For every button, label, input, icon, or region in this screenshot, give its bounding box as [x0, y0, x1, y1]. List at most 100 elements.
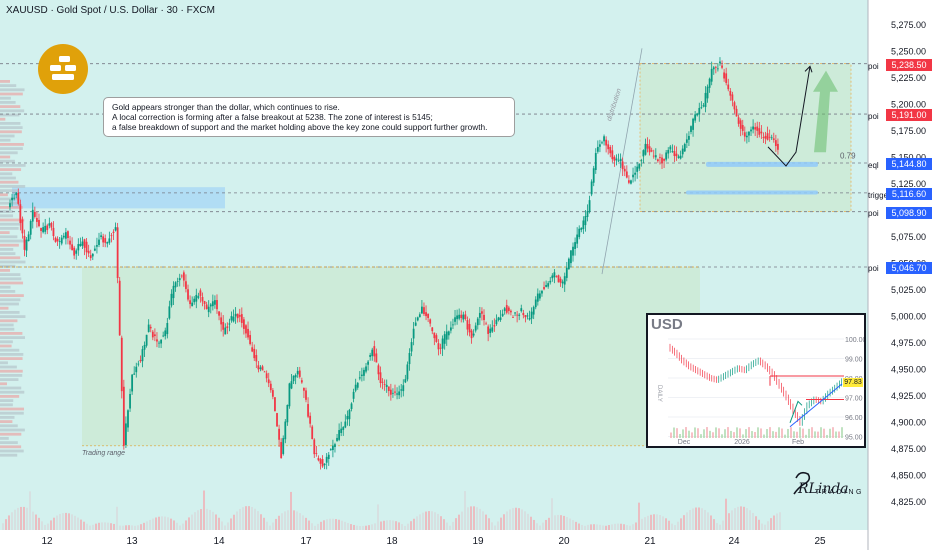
- volume-profile-bar: [0, 197, 21, 201]
- candle-body: [166, 322, 169, 335]
- candle-body: [723, 72, 726, 79]
- candle: [632, 167, 634, 183]
- volume-bar: [671, 523, 673, 530]
- candle-body: [754, 127, 757, 130]
- candle: [743, 126, 746, 142]
- time-tick-label: 21: [644, 536, 656, 547]
- volume-bar: [470, 506, 472, 530]
- candle-body: [149, 326, 152, 329]
- volume-bar: [260, 514, 262, 530]
- volume-bar: [764, 524, 766, 530]
- candle: [675, 146, 678, 161]
- candle: [688, 131, 690, 146]
- volume-bar: [725, 498, 727, 530]
- volume-bar: [467, 507, 469, 530]
- candle: [56, 236, 59, 246]
- volume-bar: [680, 518, 682, 530]
- projection-path: [767, 66, 811, 167]
- candle: [777, 138, 779, 155]
- candle: [367, 359, 369, 371]
- candle: [530, 307, 533, 325]
- candle-body: [596, 146, 599, 152]
- candle-body: [563, 276, 566, 285]
- candle: [745, 131, 748, 144]
- candle-body: [114, 227, 117, 231]
- candle-body: [69, 240, 71, 245]
- volume-bar: [308, 520, 310, 530]
- candle-body: [652, 155, 655, 157]
- candle-body: [524, 315, 527, 318]
- candle: [346, 410, 349, 426]
- candle-body: [257, 365, 260, 370]
- candle-body: [17, 192, 20, 204]
- candle: [392, 388, 394, 398]
- candle: [174, 281, 177, 292]
- candle-body: [640, 160, 643, 162]
- candle: [257, 360, 260, 373]
- candle-body: [379, 372, 382, 384]
- candle: [139, 355, 142, 363]
- candle-body: [770, 137, 773, 139]
- candle: [586, 204, 589, 222]
- candle-body: [323, 463, 326, 466]
- candle-body: [733, 102, 736, 110]
- candle-body: [236, 313, 239, 319]
- candle: [54, 236, 57, 243]
- candle: [120, 335, 123, 399]
- volume-profile-bar: [0, 239, 26, 243]
- candle-body: [677, 156, 680, 158]
- candle-body: [522, 312, 525, 316]
- candle-body: [690, 126, 692, 132]
- candle-body: [249, 335, 252, 345]
- price-axis-background: [868, 0, 932, 550]
- candle: [64, 227, 67, 245]
- candle-body: [394, 391, 396, 393]
- candle-body: [617, 160, 620, 162]
- candle-body: [226, 326, 229, 329]
- candle-body: [669, 146, 672, 150]
- candle-body: [528, 318, 531, 320]
- candle-body: [164, 330, 167, 337]
- candle: [485, 321, 487, 325]
- candle: [292, 375, 295, 384]
- candle: [334, 442, 336, 453]
- candle-body: [607, 144, 610, 150]
- candle: [551, 273, 554, 282]
- candle-body: [706, 86, 709, 99]
- candle: [377, 363, 380, 381]
- candle-body: [721, 65, 723, 68]
- candle: [774, 134, 777, 152]
- candle-body: [40, 227, 42, 231]
- volume-bar: [254, 508, 256, 530]
- volume-bar: [668, 520, 670, 530]
- volume-bar: [545, 519, 547, 530]
- inset-plot: 100.0099.0098.0097.0096.0095.00Dec2026Fe…: [656, 337, 864, 446]
- inset-volume-bar: [745, 429, 747, 438]
- volume-bar: [182, 523, 184, 530]
- candle-body: [737, 117, 740, 124]
- callout-line: A local correction is forming after a fa…: [112, 112, 433, 122]
- time-tick-label: 13: [126, 536, 138, 547]
- candle: [648, 139, 651, 156]
- candle-body: [253, 348, 256, 359]
- volume-bar: [227, 522, 229, 530]
- candle: [507, 305, 510, 315]
- candle-body: [373, 346, 376, 357]
- candle-body: [344, 421, 347, 428]
- volume-bar: [560, 515, 562, 530]
- candle-body: [476, 318, 479, 326]
- candle-body: [611, 150, 614, 160]
- candle: [230, 311, 233, 323]
- candle-body: [774, 140, 777, 147]
- candle: [690, 125, 692, 135]
- candle-body: [360, 374, 363, 376]
- candle: [454, 309, 456, 326]
- volume-profile-bar: [0, 168, 22, 171]
- candle: [369, 352, 372, 361]
- inset-volume-bar: [832, 427, 834, 438]
- candle: [468, 318, 471, 337]
- volume-bar: [350, 524, 352, 530]
- volume-profile-bar: [0, 327, 15, 331]
- candle: [605, 136, 608, 153]
